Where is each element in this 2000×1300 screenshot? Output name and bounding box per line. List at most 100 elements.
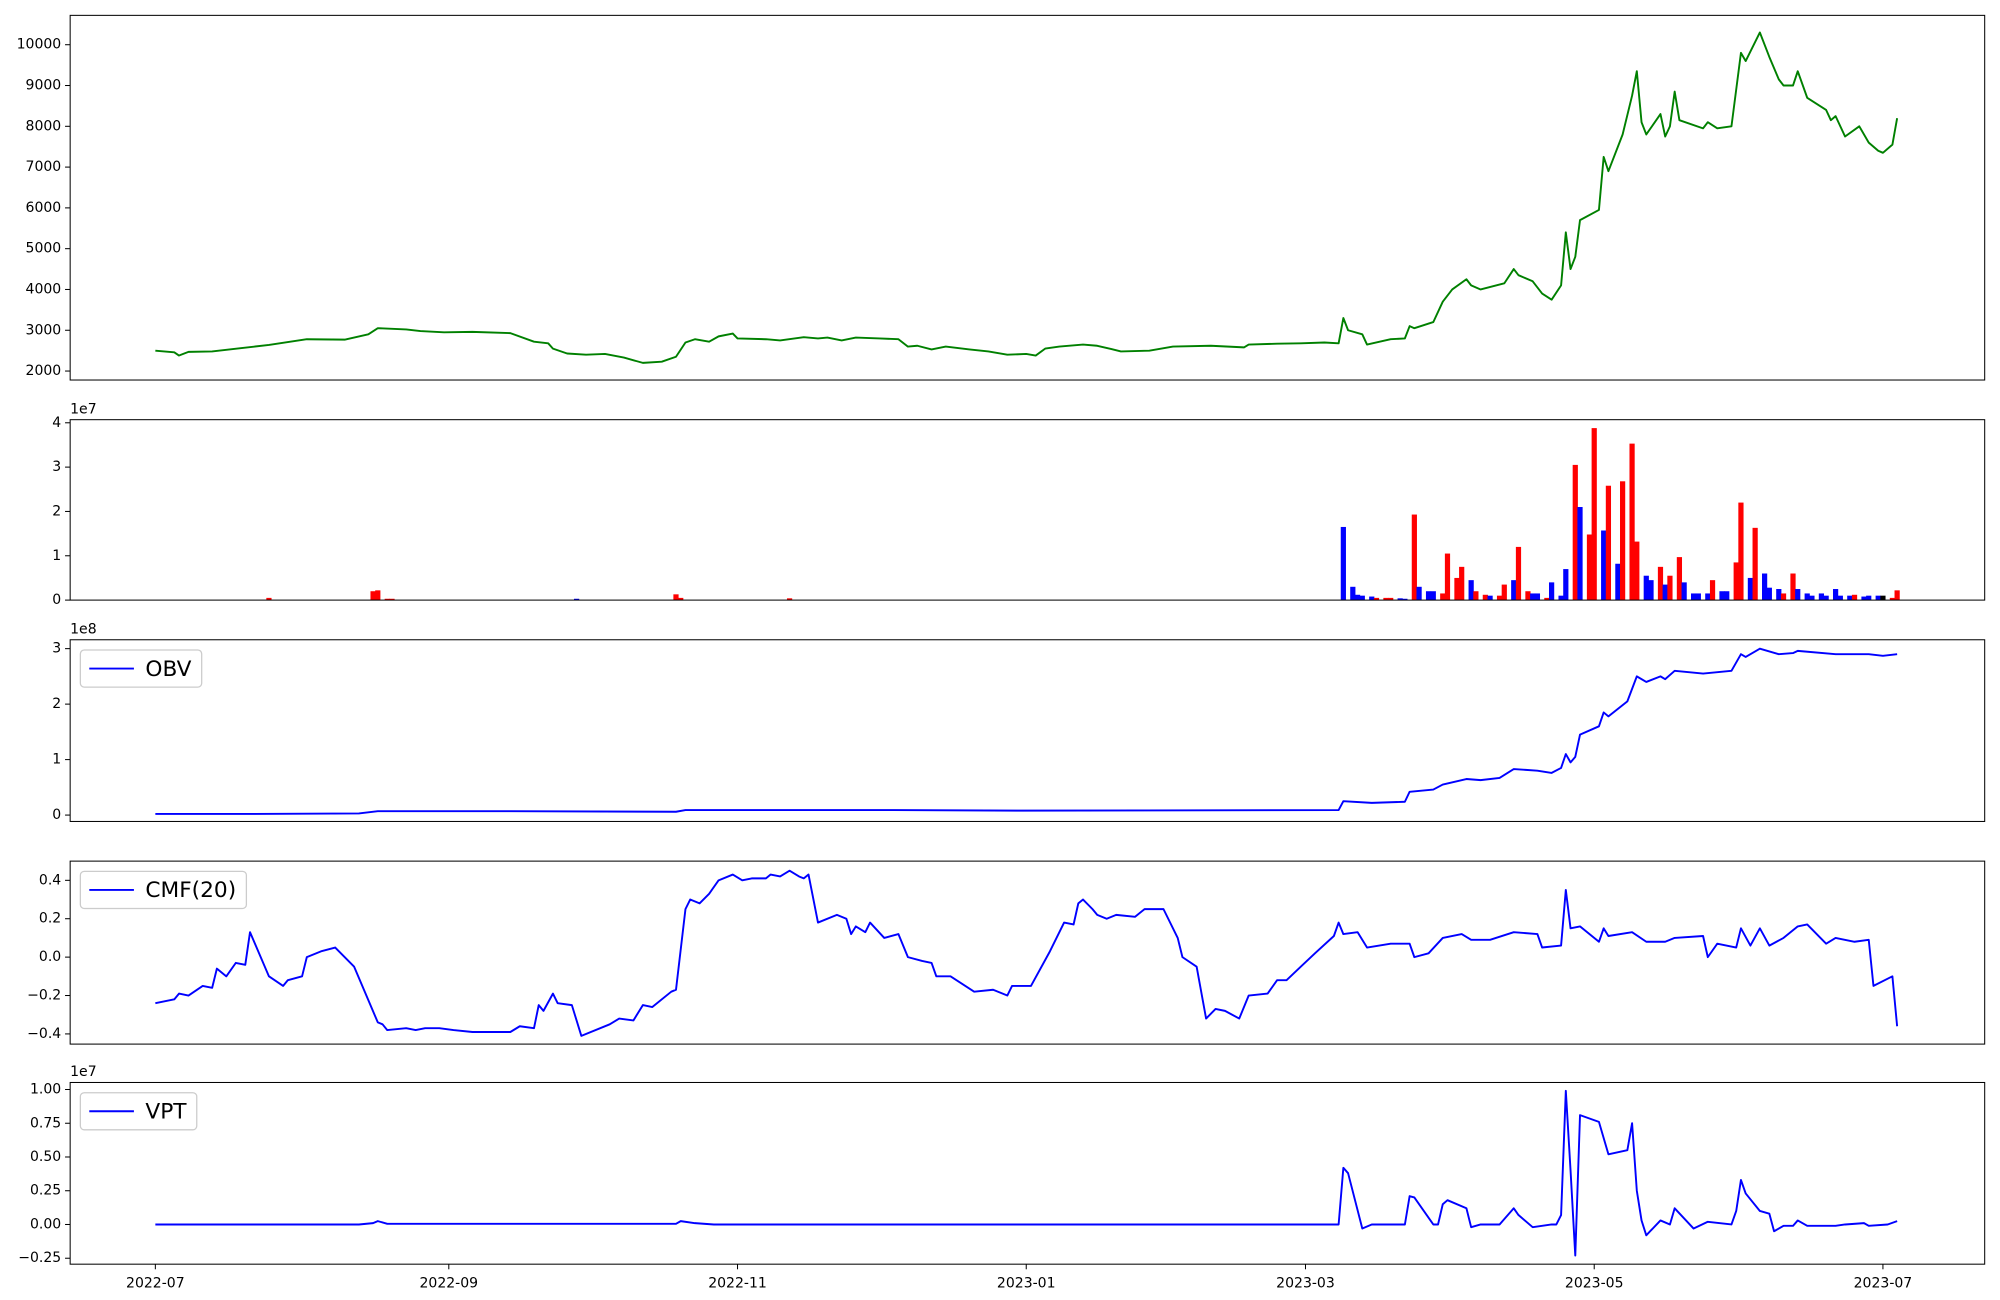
bar <box>1747 577 1754 601</box>
y-tick-label: 0.75 <box>30 1115 61 1131</box>
bar <box>1440 593 1446 601</box>
bar <box>1591 428 1597 601</box>
y-tick-label: 2 <box>52 503 61 519</box>
bar <box>1804 593 1810 601</box>
panel: −0.25 0.00 0.25 0.50 0.75 1.00 1e7 2022-07 2022-… <box>18 1064 1986 1291</box>
bar <box>1691 593 1697 601</box>
plot-frame <box>69 1081 1986 1265</box>
y-tick-label: 8000 <box>26 118 62 134</box>
panel: 2000 3000 4000 5000 6000 7000 8000 9000 10000 <box>17 14 1986 381</box>
bar <box>1359 595 1365 601</box>
bar <box>1411 514 1417 601</box>
bar <box>1487 595 1493 601</box>
plot-frame <box>69 419 1986 601</box>
bar <box>1662 584 1668 601</box>
legend-label: CMF(20) <box>145 878 236 903</box>
data-line <box>155 1089 1898 1257</box>
x-tick-label: 2022-09 <box>419 1275 478 1291</box>
bar <box>1818 593 1825 601</box>
bar <box>1790 573 1796 601</box>
bar <box>1889 597 1896 601</box>
axis-offset-label: 1e8 <box>70 622 96 638</box>
y-tick-label: 5000 <box>26 241 62 257</box>
bar <box>1657 566 1664 601</box>
bar <box>266 597 272 601</box>
y-tick-label: 0 <box>52 592 61 608</box>
bar <box>1572 464 1578 601</box>
bar <box>1511 580 1517 601</box>
legend-box <box>79 1092 198 1131</box>
y-tick-label: −0.4 <box>27 1026 61 1042</box>
bar <box>1468 580 1474 601</box>
bar <box>1695 593 1701 601</box>
bar <box>389 598 395 601</box>
y-tick-label: 3000 <box>26 322 62 338</box>
bar <box>1563 569 1569 601</box>
bar <box>673 594 679 601</box>
bar <box>1544 597 1550 601</box>
bar <box>1847 595 1853 601</box>
y-tick-label: 4 <box>52 415 61 431</box>
bar <box>1525 591 1531 601</box>
bar <box>1601 530 1607 601</box>
legend-box <box>79 870 248 910</box>
bar <box>1776 589 1782 601</box>
y-tick-label: 0.4 <box>39 872 61 888</box>
bar <box>1586 534 1593 601</box>
bar <box>1832 589 1839 601</box>
axis-offset-label: 1e7 <box>70 1064 96 1080</box>
bar <box>1496 595 1503 601</box>
bar <box>1558 595 1564 601</box>
bar <box>1615 563 1621 601</box>
y-tick-label: 3 <box>52 641 61 657</box>
panel: −0.4 −0.2 0.0 0.2 0.4 CMF(20) <box>27 860 1986 1045</box>
bar <box>1425 591 1432 601</box>
bar <box>1823 595 1829 601</box>
bar <box>1719 591 1725 601</box>
bar <box>1880 595 1886 601</box>
bar <box>1634 541 1640 601</box>
bar <box>1705 593 1711 601</box>
bar <box>1430 591 1436 601</box>
bar <box>1738 502 1744 601</box>
y-tick-label: 2 <box>52 696 61 712</box>
bar <box>1383 597 1389 601</box>
bar <box>1724 591 1730 601</box>
bar <box>573 598 580 601</box>
y-tick-label: 2000 <box>26 363 62 379</box>
legend-label: OBV <box>145 657 191 682</box>
x-tick-label: 2022-07 <box>126 1275 185 1291</box>
panel: 0 1 2 3 1e8 OBV <box>52 622 1986 823</box>
bar <box>1766 587 1772 601</box>
bar <box>1780 593 1787 601</box>
bar <box>786 598 793 601</box>
y-tick-label: −0.2 <box>27 988 61 1004</box>
bar <box>1444 553 1451 601</box>
bar <box>1473 591 1479 601</box>
bar <box>1454 577 1460 601</box>
y-tick-label: 9000 <box>26 78 62 94</box>
bar <box>1515 546 1522 601</box>
x-tick-label: 2023-05 <box>1565 1275 1624 1291</box>
bar <box>1605 485 1612 601</box>
bar <box>1795 589 1801 601</box>
bar <box>1369 596 1375 601</box>
bar <box>1459 566 1465 601</box>
y-tick-label: −0.25 <box>18 1250 61 1266</box>
y-tick-label: 7000 <box>26 159 62 175</box>
y-tick-label: 6000 <box>26 200 62 216</box>
plot-frame <box>69 860 1986 1045</box>
bar <box>1549 582 1555 601</box>
bar <box>1350 586 1356 601</box>
x-tick-label: 2023-03 <box>1276 1275 1335 1291</box>
bar <box>1752 527 1758 601</box>
data-line <box>155 31 1899 364</box>
y-tick-label: 4000 <box>26 281 62 297</box>
data-line <box>155 647 1898 815</box>
bar <box>384 598 390 601</box>
bar <box>1388 597 1394 601</box>
y-tick-label: 0.00 <box>30 1216 61 1232</box>
y-tick-label: 3 <box>52 459 61 475</box>
bar <box>1681 582 1687 601</box>
